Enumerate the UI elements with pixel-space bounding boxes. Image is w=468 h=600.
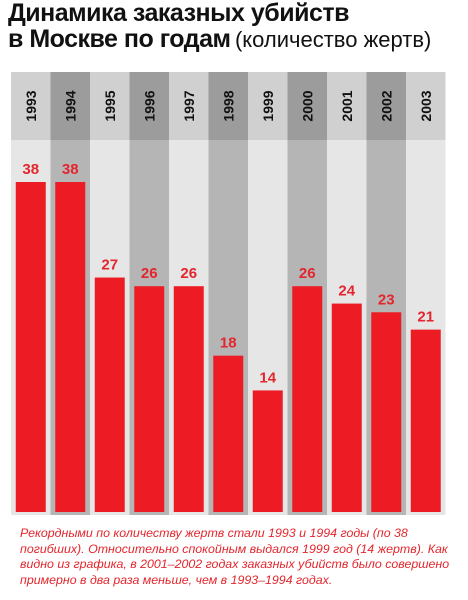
column-header (11, 72, 51, 140)
value-label: 18 (220, 335, 237, 352)
bar (371, 312, 402, 512)
bar (252, 390, 283, 512)
value-label: 27 (101, 257, 118, 274)
year-label: 1996 (141, 90, 157, 121)
chart-subtitle: (количество жертв) (234, 27, 432, 52)
column-header (169, 72, 209, 140)
value-label: 38 (62, 161, 79, 178)
column-header (406, 72, 446, 140)
bar (173, 286, 204, 512)
bar (410, 329, 441, 512)
column-header (287, 72, 327, 140)
column-header (50, 72, 90, 140)
chart-caption: Рекордными по количеству жертв стали 199… (20, 526, 450, 587)
value-label: 14 (259, 369, 276, 386)
year-label: 1994 (62, 90, 78, 121)
column-header (366, 72, 406, 140)
title-line-2: в Москве по годам (8, 25, 231, 53)
column-header (90, 72, 130, 140)
year-label: 2002 (378, 90, 394, 121)
value-label: 38 (22, 161, 39, 178)
bar (94, 277, 125, 512)
value-label: 26 (141, 265, 158, 282)
value-label: 26 (180, 265, 197, 282)
year-label: 1997 (181, 90, 197, 121)
value-label: 24 (338, 283, 355, 300)
column-header (327, 72, 367, 140)
year-label: 1999 (260, 90, 276, 121)
year-label: 1995 (102, 90, 118, 121)
bar (134, 286, 165, 512)
year-label: 1998 (220, 90, 236, 121)
bar (213, 355, 244, 512)
year-label: 2000 (299, 90, 315, 121)
bar (55, 182, 86, 512)
column-header (208, 72, 248, 140)
column-header (129, 72, 169, 140)
year-label: 1993 (23, 90, 39, 121)
column-header (248, 72, 288, 140)
bar (331, 303, 362, 512)
bar (15, 182, 46, 512)
bar (292, 286, 323, 512)
chart-title: Динамика заказных убийств в Москве по го… (8, 0, 464, 56)
value-label: 21 (417, 309, 434, 326)
year-label: 2001 (339, 90, 355, 121)
value-label: 26 (299, 265, 316, 282)
year-label: 2003 (418, 90, 434, 121)
value-label: 23 (378, 291, 395, 308)
title-line-1: Динамика заказных убийств (8, 0, 349, 27)
